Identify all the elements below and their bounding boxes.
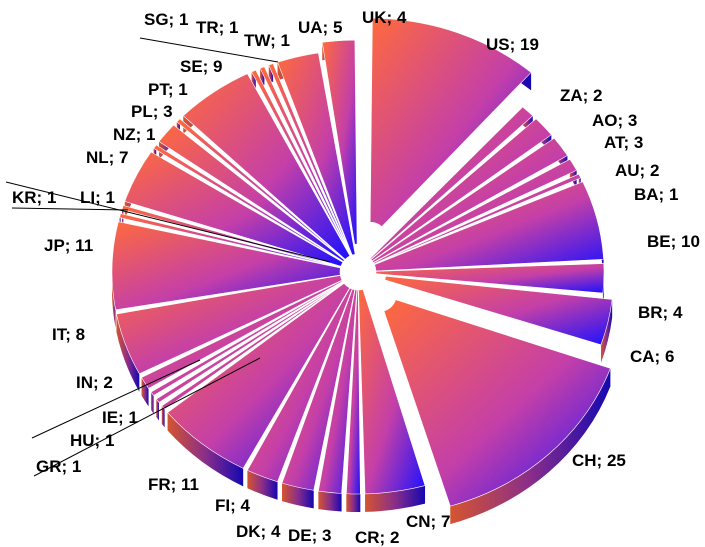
slice-ch: [383, 299, 611, 507]
slice-side-de: [318, 491, 342, 512]
slice-tw: [268, 63, 353, 256]
slice-nz: [153, 144, 344, 263]
slice-label-cr: CR; 2: [355, 528, 399, 547]
slice-label-tr: TR; 1: [196, 18, 239, 37]
slice-sg: [251, 69, 351, 257]
slice-cn: [358, 288, 426, 495]
slice-ie: [150, 281, 344, 396]
leader-lines: [5, 37, 331, 477]
slice-label-au: AU; 2: [615, 161, 659, 180]
slice-label-nz: NZ; 1: [113, 125, 156, 144]
leader-line-kr: [11, 207, 129, 211]
slice-side-in: [141, 377, 149, 407]
slice-li: [119, 213, 342, 268]
slice-label-br: BR; 4: [638, 303, 683, 322]
slice-ua: [277, 52, 356, 256]
slice-ca: [384, 275, 613, 346]
slice-br: [375, 263, 605, 294]
leader-line-gr: [33, 357, 261, 477]
slice-side-ie: [151, 392, 154, 414]
slice-pl: [158, 124, 345, 262]
slice-label-tw: TW; 1: [244, 31, 290, 50]
slice-hu: [155, 281, 344, 403]
slice-ao: [370, 118, 552, 262]
slice-label-cn: CN; 7: [406, 512, 450, 531]
slice-label-ch: CH; 25: [572, 451, 626, 470]
slice-label-de: DE; 3: [288, 526, 331, 545]
slice-de: [318, 289, 358, 494]
slice-label-at: AT; 3: [604, 133, 643, 152]
slice-at: [371, 137, 568, 263]
slice-side-gr: [161, 405, 165, 428]
slice-side-cr: [346, 493, 361, 512]
slice-au: [373, 158, 578, 265]
slice-label-ao: AO; 3: [592, 111, 637, 130]
slice-se: [182, 73, 351, 260]
slice-label-ie: IE; 1: [102, 408, 138, 427]
slice-fr: [167, 282, 351, 469]
slice-label-fr: FR; 11: [148, 475, 199, 494]
slice-label-pt: PT; 1: [148, 80, 188, 99]
slice-in: [141, 280, 344, 389]
slice-label-se: SE; 9: [180, 57, 223, 76]
slice-label-uk: UK; 4: [362, 8, 407, 27]
slice-tr: [259, 66, 352, 256]
slice-label-sg: SG; 1: [144, 10, 188, 29]
leader-line-li: [5, 181, 331, 263]
slice-label-ua: UA; 5: [298, 18, 342, 37]
slice-label-fi: FI; 4: [215, 496, 250, 515]
slice-label-gr: GR; 1: [36, 457, 81, 476]
slice-dk: [281, 288, 356, 491]
slice-za: [369, 106, 534, 260]
slice-cr: [345, 289, 361, 495]
slice-side-fr: [167, 412, 244, 487]
slice-label-za: ZA; 2: [560, 86, 603, 105]
slice-label-nl: NL; 7: [86, 148, 129, 167]
slice-label-ca: CA; 6: [630, 347, 674, 366]
slice-label-be: BE; 10: [647, 232, 700, 251]
slice-ba: [373, 173, 582, 265]
slice-label-pl: PL; 3: [131, 102, 173, 121]
slice-nl: [124, 151, 344, 267]
slice-it: [116, 275, 343, 375]
slice-label-in: IN; 2: [76, 373, 113, 392]
slice-label-us: US; 19: [486, 35, 539, 54]
slice-side-cn: [365, 485, 426, 512]
leader-line-sg: [139, 37, 279, 63]
slice-pt: [176, 118, 346, 261]
slice-label-ba: BA; 1: [634, 185, 678, 204]
slice-label-li: LI; 1: [80, 188, 115, 207]
slice-label-dk: DK; 4: [236, 522, 281, 541]
slice-label-it: IT; 8: [52, 325, 85, 344]
slice-label-kr: KR; 1: [12, 188, 56, 207]
slice-side-ca: [600, 299, 613, 363]
slice-jp: [111, 221, 341, 311]
slice-labels: US; 19 ZA; 2 AO; 3 AT; 3 AU; 2 BA; 1 BE; 10 BR;…: [12, 8, 700, 547]
slice-side-fi: [247, 470, 278, 500]
slice-side-ch: [450, 368, 611, 525]
slice-us: [369, 17, 532, 228]
slice-side-dk: [282, 483, 314, 509]
slice-be: [374, 181, 604, 272]
slice-side-it: [116, 314, 140, 392]
slice-side-hu: [156, 399, 159, 421]
slice-tops: [111, 17, 613, 507]
slice-label-jp: JP; 11: [44, 236, 93, 255]
slice-label-hu: HU; 1: [70, 431, 114, 450]
slice-gr: [161, 282, 345, 410]
slice-fi: [246, 287, 353, 483]
leader-line-ie: [31, 359, 201, 439]
slice-uk: [321, 39, 358, 245]
